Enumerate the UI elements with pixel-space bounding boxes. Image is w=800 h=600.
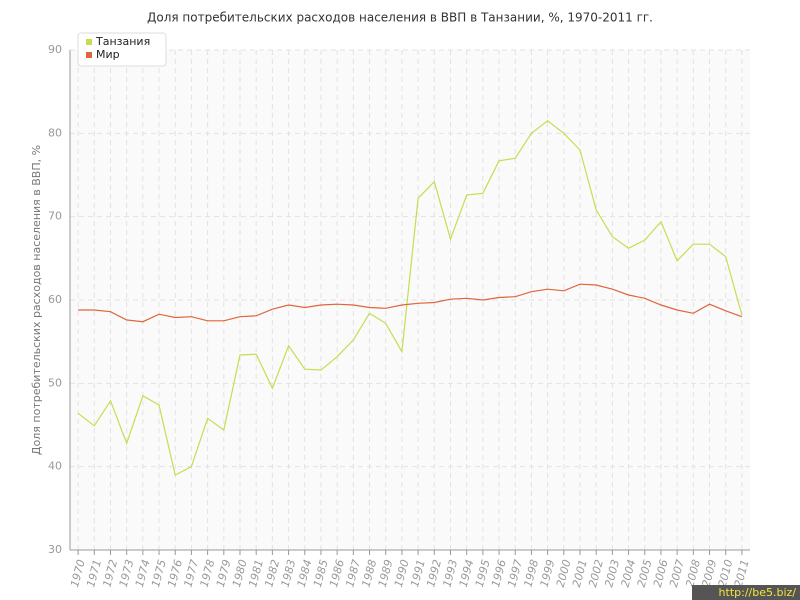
watermark: http://be5.biz/ [719, 586, 797, 599]
series-line [77, 120, 743, 476]
y-tick-label: 30 [48, 543, 62, 556]
y-tick-label: 40 [48, 460, 62, 473]
legend-swatch [86, 39, 92, 45]
y-tick-label: 60 [48, 293, 62, 306]
y-tick-label: 70 [48, 210, 62, 223]
y-tick-label: 80 [48, 126, 62, 139]
y-axis-title: Доля потребительских расходов населения … [30, 145, 43, 455]
chart-title: Доля потребительских расходов населения … [147, 11, 653, 25]
y-tick-label: 90 [48, 43, 62, 56]
watermark-bg [692, 585, 800, 600]
legend-label: Танзания [95, 35, 150, 48]
series-line [78, 283, 743, 323]
legend-box [77, 32, 167, 67]
legend-swatch [86, 52, 92, 58]
plot-background [70, 50, 750, 550]
y-tick-label: 50 [48, 376, 62, 389]
legend-label: Мир [96, 48, 120, 61]
